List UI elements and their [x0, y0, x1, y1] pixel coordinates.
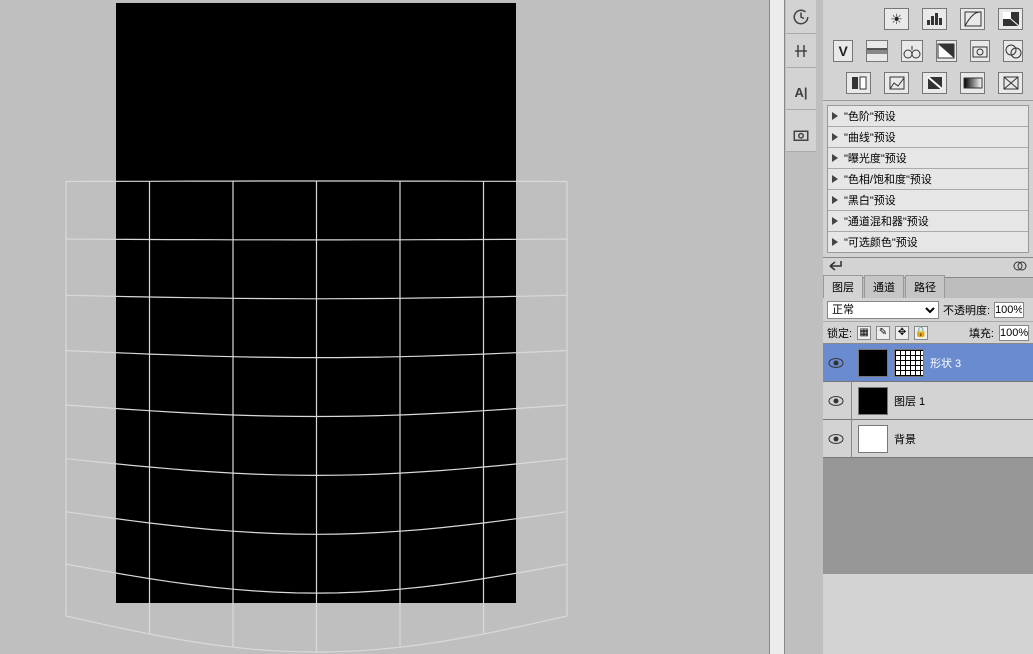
brightness-contrast-icon[interactable]: ☀	[884, 8, 909, 30]
exposure-icon[interactable]	[998, 8, 1023, 30]
scrollbar-vertical[interactable]	[769, 0, 785, 654]
hue-sat-icon[interactable]	[866, 40, 888, 62]
posterize-icon[interactable]	[884, 72, 909, 94]
layer-row[interactable]: 形状 3	[823, 344, 1033, 382]
visibility-icon[interactable]	[827, 395, 845, 407]
vibrance-icon[interactable]: V	[833, 40, 853, 62]
presets-list[interactable]: "色阶"预设"曲线"预设"曝光度"预设"色相/饱和度"预设"黑白"预设"通道混和…	[827, 105, 1029, 253]
panels-column: ☀ V "色阶"预设"曲线"预设"曝光度"预设"色相/饱和度"预设"黑白"预设"…	[823, 0, 1033, 654]
canvas-area[interactable]	[0, 0, 769, 654]
preset-item[interactable]: "曲线"预设	[828, 127, 1028, 148]
tab-channels[interactable]: 通道	[864, 275, 904, 298]
lock-all-icon[interactable]: 🔒	[914, 326, 928, 340]
threshold-icon[interactable]	[922, 72, 947, 94]
opacity-input[interactable]	[994, 302, 1024, 318]
black-white-icon[interactable]	[936, 40, 956, 62]
layer-row[interactable]: 背景	[823, 420, 1033, 458]
layer-name: 图层 1	[894, 393, 925, 409]
blend-mode-row: 正常 不透明度:	[823, 298, 1033, 322]
layer-name: 形状 3	[930, 355, 961, 371]
preset-item[interactable]: "黑白"预设	[828, 190, 1028, 211]
history-panel-icon[interactable]	[786, 0, 816, 34]
collapsed-panel-strip: A|	[786, 0, 816, 152]
preset-item[interactable]: "曝光度"预设	[828, 148, 1028, 169]
lock-label: 锁定:	[827, 325, 852, 341]
adjustments-panel: ☀ V	[823, 0, 1033, 101]
trash-icon[interactable]	[1013, 259, 1027, 276]
layer-thumbnail[interactable]	[858, 349, 888, 377]
channel-mixer-icon[interactable]	[1003, 40, 1023, 62]
camera-panel-icon[interactable]	[786, 118, 816, 152]
layer-thumbnail[interactable]	[858, 387, 888, 415]
color-balance-icon[interactable]	[901, 40, 923, 62]
preset-item[interactable]: "色阶"预设	[828, 106, 1028, 127]
levels-icon[interactable]	[922, 8, 947, 30]
fill-input[interactable]	[999, 325, 1029, 341]
layers-list[interactable]: 形状 3 图层 1 背景	[823, 344, 1033, 574]
gradient-map-icon[interactable]	[960, 72, 985, 94]
canvas-image	[116, 3, 516, 603]
layers-panel-tabs: 图层 通道 路径	[823, 278, 1033, 298]
photo-filter-icon[interactable]	[970, 40, 990, 62]
layer-mask-thumbnail[interactable]	[894, 349, 924, 377]
layer-thumbnail[interactable]	[858, 425, 888, 453]
layer-name: 背景	[894, 431, 916, 447]
lock-pixels-icon[interactable]: ✎	[876, 326, 890, 340]
lock-transparent-icon[interactable]: ▦	[857, 326, 871, 340]
lock-position-icon[interactable]: ✥	[895, 326, 909, 340]
character-panel-icon[interactable]: A|	[786, 76, 816, 110]
lock-row: 锁定: ▦ ✎ ✥ 🔒 填充:	[823, 322, 1033, 344]
layer-row[interactable]: 图层 1	[823, 382, 1033, 420]
visibility-icon[interactable]	[827, 433, 845, 445]
curves-icon[interactable]	[960, 8, 985, 30]
return-icon[interactable]	[829, 260, 845, 275]
presets-panel: "色阶"预设"曲线"预设"曝光度"预设"色相/饱和度"预设"黑白"预设"通道混和…	[823, 101, 1033, 258]
invert-icon[interactable]	[846, 72, 871, 94]
blend-mode-select[interactable]: 正常	[827, 301, 939, 319]
actions-panel-icon[interactable]	[786, 34, 816, 68]
tab-layers[interactable]: 图层	[823, 275, 863, 298]
preset-item[interactable]: "通道混和器"预设	[828, 211, 1028, 232]
tab-paths[interactable]: 路径	[905, 275, 945, 298]
preset-item[interactable]: "可选颜色"预设	[828, 232, 1028, 253]
selective-color-icon[interactable]	[998, 72, 1023, 94]
opacity-label: 不透明度:	[943, 302, 990, 318]
visibility-icon[interactable]	[827, 357, 845, 369]
fill-label: 填充:	[969, 325, 994, 341]
preset-item[interactable]: "色相/饱和度"预设	[828, 169, 1028, 190]
